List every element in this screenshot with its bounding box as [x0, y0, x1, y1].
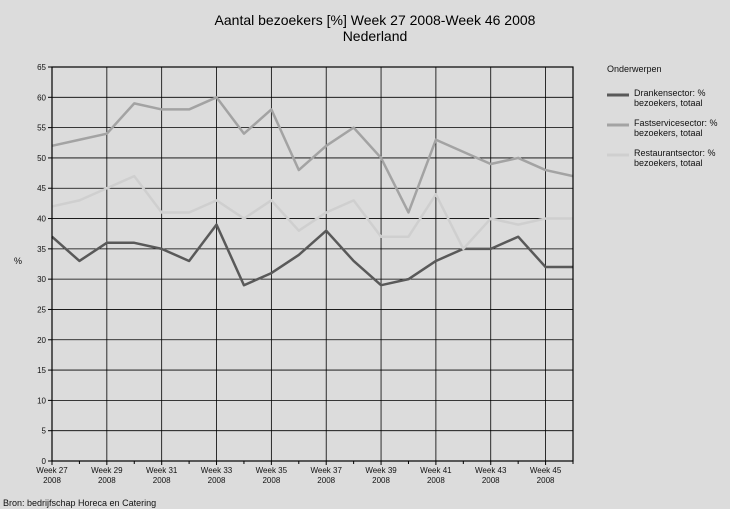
x-tick-label-week: Week 37 — [310, 466, 342, 475]
series-line-2 — [51, 96, 574, 214]
x-tick-label-week: Week 45 — [530, 466, 562, 475]
chart-title-line1: Aantal bezoekers [%] Week 27 2008-Week 4… — [215, 12, 536, 28]
x-tick-label-year: 2008 — [208, 476, 226, 485]
x-tick-label-year: 2008 — [98, 476, 116, 485]
x-tick-label-year: 2008 — [153, 476, 171, 485]
x-tick-label-year: 2008 — [372, 476, 390, 485]
source-note: Bron: bedrijfschap Horeca en Catering — [3, 498, 156, 508]
x-tick-label-week: Week 29 — [91, 466, 123, 475]
y-tick-label: 45 — [37, 184, 46, 193]
chart-title-line2: Nederland — [343, 28, 408, 44]
x-tick-label-week: Week 27 — [36, 466, 68, 475]
x-tick-label-week: Week 33 — [201, 466, 233, 475]
x-tick-label-year: 2008 — [427, 476, 445, 485]
legend-label-1-line1: Drankensector: % — [634, 88, 706, 98]
x-tick-label-year: 2008 — [317, 476, 335, 485]
y-axis-ticks: 0 5 10 15 20 25 30 35 40 45 50 55 60 65 — [37, 63, 52, 466]
x-tick-label-week: Week 41 — [420, 466, 452, 475]
x-tick-label-year: 2008 — [262, 476, 280, 485]
y-tick-label: 50 — [37, 154, 46, 163]
y-tick-label: 55 — [37, 124, 46, 133]
legend-label-3-line1: Restaurantsector: % — [634, 148, 716, 158]
y-tick-label: 20 — [37, 336, 46, 345]
y-tick-label: 15 — [37, 366, 46, 375]
legend-label-2-line2: bezoekers, totaal — [634, 128, 703, 138]
y-tick-label: 60 — [37, 93, 46, 102]
series-line-3 — [51, 174, 573, 251]
legend: Drankensector: %bezoekers, totaalFastser… — [607, 88, 718, 168]
legend-label-1-line2: bezoekers, totaal — [634, 98, 703, 108]
y-tick-label: 65 — [37, 63, 46, 72]
y-tick-label: 5 — [42, 427, 47, 436]
y-tick-label: 30 — [37, 275, 46, 284]
x-tick-label-year: 2008 — [482, 476, 500, 485]
y-tick-label: 10 — [37, 396, 46, 405]
x-tick-label-week: Week 39 — [365, 466, 397, 475]
plot-area-border — [51, 66, 574, 462]
x-tick-label-year: 2008 — [43, 476, 61, 485]
legend-label-3-line2: bezoekers, totaal — [634, 158, 703, 168]
x-tick-label-week: Week 43 — [475, 466, 507, 475]
x-tick-label-week: Week 31 — [146, 466, 178, 475]
legend-title: Onderwerpen — [607, 64, 662, 74]
legend-label-2-line1: Fastservicesector: % — [634, 118, 718, 128]
x-tick-label-year: 2008 — [537, 476, 555, 485]
y-tick-label: 25 — [37, 305, 46, 314]
series-lines — [51, 96, 574, 287]
y-axis-label: % — [14, 256, 22, 266]
series-line-1 — [51, 223, 573, 287]
y-tick-label: 0 — [42, 457, 47, 466]
y-tick-label: 35 — [37, 245, 46, 254]
x-tick-label-week: Week 35 — [256, 466, 288, 475]
y-tick-label: 40 — [37, 215, 46, 224]
